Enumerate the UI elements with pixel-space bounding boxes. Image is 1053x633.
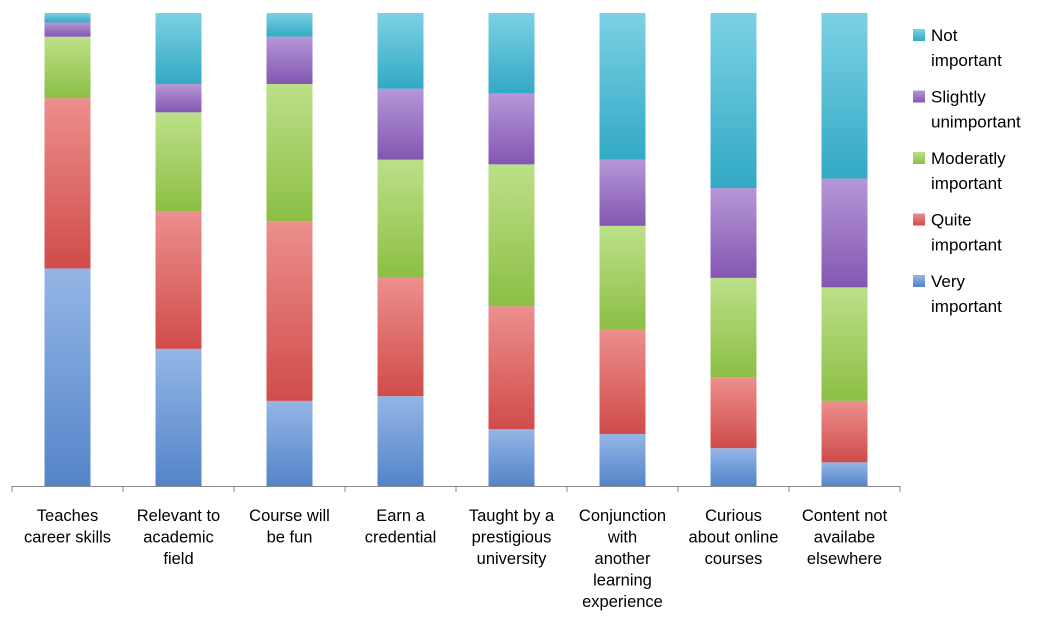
bar-segment [710, 377, 757, 449]
bar-segment [266, 83, 313, 222]
bar-segment [821, 287, 868, 401]
bar-segment [710, 448, 757, 486]
bar-segment [710, 13, 757, 189]
bar-segment [599, 225, 646, 330]
bar-segment [710, 277, 757, 378]
x-tick-label: Taught by a prestigious university [469, 507, 555, 568]
bar-segment [377, 88, 424, 160]
bar-segment [44, 268, 91, 486]
bar-segment [599, 433, 646, 486]
bar-segment [821, 400, 868, 463]
bar-segment [266, 36, 313, 84]
x-tick-label: Course will be fun [249, 507, 330, 547]
legend-swatch [913, 213, 925, 226]
legend-label: Slightly unimportant [931, 88, 1021, 132]
bar-segment [599, 329, 646, 434]
bar-segment [155, 211, 202, 349]
bar-segment [266, 13, 313, 37]
bar-segment [821, 13, 868, 179]
x-tick-label: Teaches career skills [24, 507, 111, 547]
bar-segment [377, 277, 424, 397]
bars-layer [44, 13, 868, 486]
bar-segment [821, 462, 868, 486]
legend-swatch [913, 275, 925, 287]
x-axis [11, 486, 901, 492]
bar-segment [155, 112, 202, 212]
legend-swatch [913, 29, 925, 41]
bar-segment [377, 13, 424, 89]
bar-segment [266, 221, 313, 401]
bar-segment [488, 306, 535, 430]
x-tick-label: Content not availabe elsewhere [802, 507, 888, 568]
bar-segment [488, 13, 535, 94]
legend-label: Very important [931, 272, 1002, 316]
legend: Not important Slightly unimportant Moderatly… [913, 26, 1021, 316]
legend-label: Moderatly important [931, 149, 1006, 193]
bar-segment [821, 178, 868, 288]
bar-segment [377, 159, 424, 278]
legend-swatch [913, 152, 925, 164]
bar-segment [155, 348, 202, 486]
bar-segment [488, 164, 535, 307]
x-tick-label: Conjunction with another learning experience [579, 507, 666, 611]
bar-segment [44, 13, 91, 23]
bar-segment [599, 159, 646, 226]
bar-segment [44, 36, 91, 99]
legend-label: Quite important [931, 211, 1002, 255]
x-tick-label: Relevant to academic field [137, 507, 220, 568]
bar-segment [599, 13, 646, 160]
bar-segment [44, 22, 91, 37]
bar-segment [266, 400, 313, 486]
bar-segment [488, 93, 535, 165]
bar-segment [155, 83, 202, 113]
x-axis-labels: Teaches career skills Relevant to academic f… [24, 507, 888, 611]
bar-segment [377, 396, 424, 486]
legend-swatch [913, 90, 925, 103]
x-tick-label: Curious about online courses [689, 507, 779, 568]
bar-segment [710, 188, 757, 278]
bar-segment [44, 98, 91, 269]
legend-label: Not important [931, 26, 1002, 70]
bar-segment [488, 429, 535, 486]
x-tick-label: Earn a credential [365, 507, 437, 547]
bar-segment [155, 13, 202, 84]
